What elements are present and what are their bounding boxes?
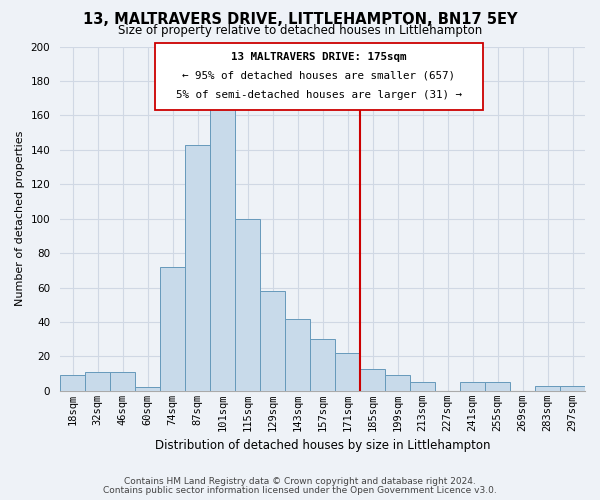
Bar [460,382,485,391]
Bar [210,104,235,391]
Bar [385,376,410,391]
X-axis label: Distribution of detached houses by size in Littlehampton: Distribution of detached houses by size … [155,440,490,452]
Text: ← 95% of detached houses are smaller (657): ← 95% of detached houses are smaller (65… [182,71,455,81]
Text: 13, MALTRAVERS DRIVE, LITTLEHAMPTON, BN17 5EY: 13, MALTRAVERS DRIVE, LITTLEHAMPTON, BN1… [83,12,517,28]
Text: Size of property relative to detached houses in Littlehampton: Size of property relative to detached ho… [118,24,482,37]
Text: Contains public sector information licensed under the Open Government Licence v3: Contains public sector information licen… [103,486,497,495]
Bar [310,339,335,391]
Bar [335,353,360,391]
Bar [285,318,310,391]
Bar [535,386,560,391]
FancyBboxPatch shape [155,43,482,110]
Bar [235,218,260,391]
Text: 5% of semi-detached houses are larger (31) →: 5% of semi-detached houses are larger (3… [176,90,462,100]
Bar [185,144,210,391]
Bar [135,388,160,391]
Text: 13 MALTRAVERS DRIVE: 175sqm: 13 MALTRAVERS DRIVE: 175sqm [231,52,407,62]
Y-axis label: Number of detached properties: Number of detached properties [15,131,25,306]
Bar [485,382,510,391]
Bar [160,267,185,391]
Bar [110,372,135,391]
Text: Contains HM Land Registry data © Crown copyright and database right 2024.: Contains HM Land Registry data © Crown c… [124,477,476,486]
Bar [360,368,385,391]
Bar [85,372,110,391]
Bar [560,386,585,391]
Bar [260,291,285,391]
Bar [410,382,435,391]
Bar [60,376,85,391]
